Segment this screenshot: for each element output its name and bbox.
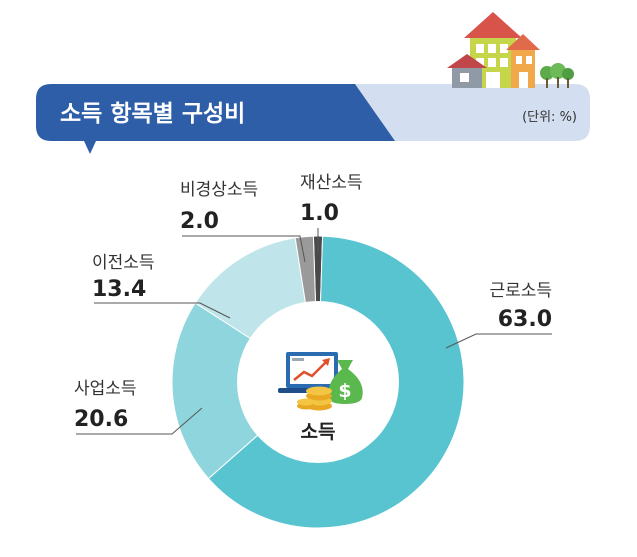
slice-value-비경상소득: 2.0 — [180, 209, 219, 234]
title-banner: 소득 항목별 구성비 (단위: %) — [36, 84, 590, 154]
slice-value-근로소득: 63.0 — [498, 307, 552, 332]
slice-labels: 근로소득 63.0 사업소득 20.6 이전소득 13.4 비경상소득 2.0 재산소득 1.0 — [74, 173, 552, 432]
slice-label-근로소득: 근로소득 — [489, 281, 552, 301]
unit-label: (단위: %) — [522, 110, 577, 125]
slice-value-이전소득: 13.4 — [92, 277, 146, 302]
slice-label-사업소득: 사업소득 — [74, 379, 137, 399]
coin-stack-icon — [297, 386, 332, 411]
leader-line-비경상소득 — [182, 235, 306, 263]
leader-lines — [76, 228, 552, 435]
title-band-dark — [36, 84, 395, 141]
slice-label-이전소득: 이전소득 — [92, 253, 155, 273]
donut-center-label: 소득 — [301, 421, 336, 443]
slice-value-사업소득: 20.6 — [74, 407, 128, 432]
slice-label-비경상소득: 비경상소득 — [180, 180, 258, 200]
money-bag-icon: $ — [328, 360, 363, 404]
leader-line-이전소득 — [94, 302, 231, 319]
svg-text:$: $ — [338, 380, 351, 402]
leader-line-사업소득 — [76, 407, 203, 435]
chart-title: 소득 항목별 구성비 — [60, 101, 245, 127]
leader-line-근로소득 — [445, 333, 552, 349]
house-illustration-icon — [447, 12, 574, 88]
slice-value-재산소득: 1.0 — [300, 201, 339, 226]
slice-label-재산소득: 재산소득 — [300, 173, 363, 193]
title-pointer — [84, 141, 96, 154]
